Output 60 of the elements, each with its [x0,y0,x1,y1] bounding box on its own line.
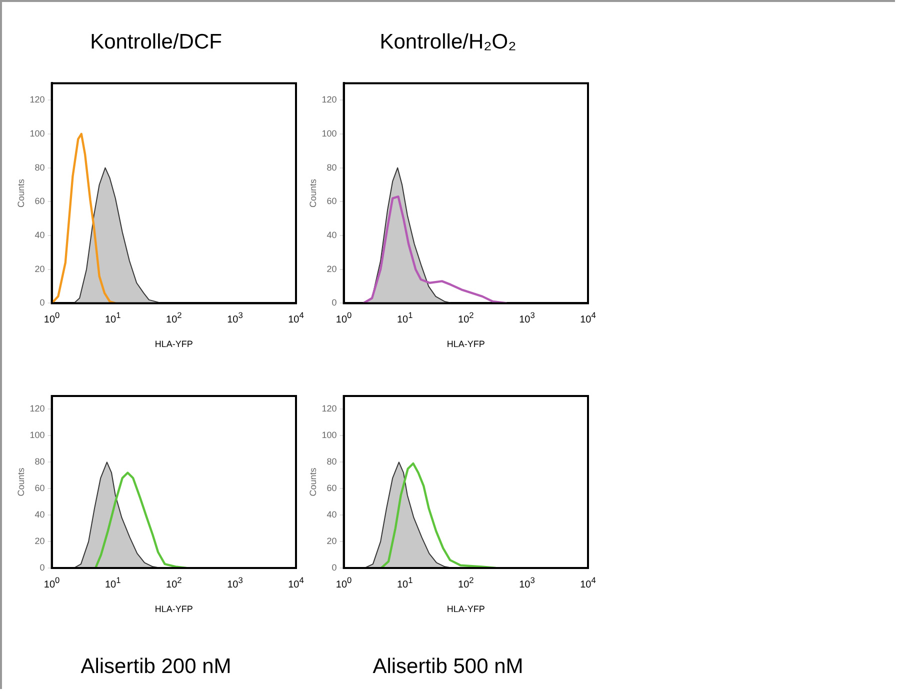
y-tick-label: 60 [326,483,337,494]
text: Alisertib 500 nM [372,655,524,678]
y-tick-label: 20 [34,264,45,274]
x-tick-label: 10$^{3}$ [519,309,535,327]
x-tick-label: 10$^{4}$ [288,309,304,327]
y-tick-label: 40 [326,510,337,520]
y-axis-title: Counts [16,467,26,496]
y-tick-label: 120 [322,94,337,105]
x-tick-label: 10$^{2}$ [458,309,474,327]
x-tick-label: 10$^{0}$ [44,574,60,592]
x-tick-label: 10$^{1}$ [396,309,413,327]
text: Alisertib 200 nM [80,655,232,678]
y-tick-label: 60 [34,196,45,206]
y-tick-label: 60 [326,196,337,206]
y-tick-label: 0 [40,298,45,308]
x-axis-title: HLA-YFP [154,604,193,614]
x-tick-label: 10$^{0}$ [336,574,352,592]
x-tick-label: 10$^{2}$ [166,309,182,327]
chart-title: Kontrolle/DCF [90,30,222,54]
x-tick-label: 10$^{4}$ [288,574,304,592]
y-tick-label: 0 [332,562,337,572]
y-tick-label: 20 [326,264,337,274]
x-axis-title: HLA-YFP [154,339,193,350]
y-tick-label: 100 [30,128,45,138]
x-tick-label: 10$^{3}$ [519,574,535,592]
x-tick-label: 10$^{0}$ [336,309,352,327]
x-axis-title: HLA-YFP [446,604,485,614]
y-tick-label: 100 [322,128,337,138]
y-axis-title: Counts [308,178,318,208]
x-tick-label: 10$^{1}$ [396,574,413,592]
y-tick-label: 60 [34,483,45,494]
y-tick-label: 40 [34,230,45,240]
chart-title: Kontrolle/H₂O₂ [380,30,516,54]
x-tick-label: 10$^{3}$ [227,574,243,592]
y-tick-label: 80 [326,162,337,172]
y-tick-label: 100 [30,430,45,440]
y-axis-title: Counts [16,178,26,208]
x-tick-label: 10$^{0}$ [44,309,60,327]
y-tick-label: 40 [34,510,45,520]
y-tick-label: 120 [30,404,45,414]
y-tick-label: 40 [326,230,337,240]
x-tick-label: 10$^{4}$ [580,309,596,327]
y-axis-title: Counts [308,467,318,496]
x-tick-label: 10$^{2}$ [166,574,182,592]
y-tick-label: 80 [34,162,45,172]
y-tick-label: 100 [322,430,337,440]
x-tick-label: 10$^{3}$ [227,309,243,327]
y-tick-label: 0 [332,298,337,308]
y-tick-label: 120 [30,94,45,105]
y-tick-label: 80 [34,456,45,467]
y-tick-label: 20 [34,536,45,546]
x-tick-label: 10$^{2}$ [458,574,474,592]
x-tick-label: 10$^{1}$ [104,574,121,592]
y-tick-label: 80 [326,456,337,467]
y-tick-label: 20 [326,536,337,546]
x-tick-label: 10$^{1}$ [104,309,121,327]
y-tick-label: 120 [322,404,337,414]
x-tick-label: 10$^{4}$ [580,574,596,592]
x-axis-title: HLA-YFP [446,339,485,350]
y-tick-label: 0 [40,562,45,572]
